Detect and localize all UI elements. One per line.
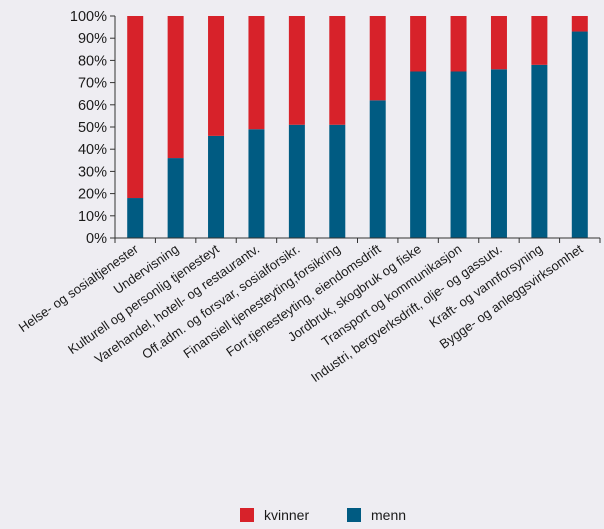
x-category-labels: Helse- og sosialtjenesterUndervisningKul… <box>16 241 586 385</box>
y-tick-label-6: 60% <box>78 98 107 114</box>
bar-kvinner-10 <box>531 16 548 65</box>
legend-label-menn: menn <box>371 507 406 523</box>
bar-kvinner-0 <box>127 16 144 199</box>
y-tick-label-4: 40% <box>78 142 107 158</box>
bar-menn-4 <box>288 124 305 238</box>
y-tick-label-8: 80% <box>78 53 107 69</box>
y-tick-label-10: 100% <box>70 9 107 25</box>
legend-swatch-kvinner <box>240 508 254 522</box>
legend-swatch-menn <box>347 508 361 522</box>
bar-menn-1 <box>167 158 184 238</box>
bar-kvinner-9 <box>490 16 507 70</box>
y-tick-label-7: 70% <box>78 76 107 92</box>
y-tick-label-5: 50% <box>78 120 107 136</box>
y-tick-labels: 0% 10% 20% 30% 40% 50% 60% 70% 80% 90% 100% <box>70 9 107 247</box>
bar-kvinner-11 <box>571 16 588 32</box>
bar-menn-2 <box>208 135 225 238</box>
legend-label-kvinner: kvinner <box>264 507 309 523</box>
bar-kvinner-7 <box>410 16 427 72</box>
y-tick-label-3: 30% <box>78 164 107 180</box>
bar-menn-11 <box>571 31 588 238</box>
y-tick-label-2: 20% <box>78 187 107 203</box>
bar-kvinner-5 <box>329 16 346 125</box>
bar-menn-9 <box>490 69 507 238</box>
bars-layer <box>127 16 588 238</box>
y-tick-label-9: 90% <box>78 31 107 47</box>
bar-kvinner-4 <box>288 16 305 125</box>
bar-menn-3 <box>248 129 265 238</box>
bar-kvinner-3 <box>248 16 265 130</box>
bar-menn-6 <box>369 100 386 238</box>
bar-kvinner-8 <box>450 16 467 72</box>
bar-menn-5 <box>329 124 346 238</box>
bar-menn-7 <box>410 71 427 238</box>
y-tick-label-0: 0% <box>86 231 107 247</box>
bar-kvinner-1 <box>167 16 184 159</box>
y-tick-label-1: 10% <box>78 209 107 225</box>
axes-layer <box>110 15 601 243</box>
bar-kvinner-2 <box>208 16 225 136</box>
legend: kvinner menn <box>240 507 406 523</box>
bar-menn-0 <box>127 198 144 238</box>
bar-menn-8 <box>450 71 467 238</box>
bar-menn-10 <box>531 64 548 238</box>
bar-kvinner-6 <box>369 16 386 101</box>
